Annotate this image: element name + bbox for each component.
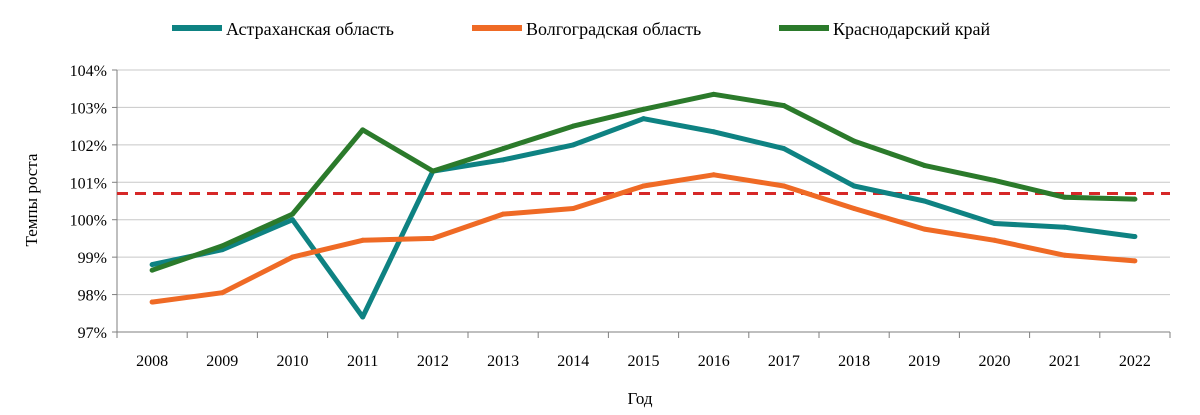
y-tick-label: 104% — [70, 63, 107, 80]
series-lines — [149, 91, 1138, 320]
data-point — [290, 217, 295, 223]
data-point — [641, 183, 646, 189]
legend-label: Волгоградская область — [526, 19, 701, 39]
data-point — [921, 226, 927, 232]
x-tick-label: 2010 — [277, 353, 309, 370]
data-point — [500, 211, 506, 217]
x-tick-label: 2015 — [628, 353, 660, 370]
y-tick-labels: 97% 98% 99% 100% 101% 102% 103% 104% — [70, 63, 107, 342]
y-tick-label: 100% — [70, 213, 107, 230]
data-point — [1062, 224, 1068, 230]
x-tick-label: 2019 — [908, 353, 940, 370]
data-point — [851, 205, 857, 211]
data-point — [219, 243, 225, 249]
data-point — [570, 123, 576, 129]
x-tick-label: 2021 — [1049, 353, 1081, 370]
data-point — [1132, 196, 1138, 202]
data-point — [781, 146, 787, 152]
x-tick-label: 2011 — [347, 353, 378, 370]
data-point — [641, 106, 646, 112]
data-point — [1062, 194, 1068, 200]
y-tick-label: 103% — [70, 100, 107, 117]
x-tick-labels: 2008 2009 2010 2011 2012 2013 2014 2015 2016 2017… — [136, 353, 1151, 370]
data-point — [219, 290, 225, 296]
x-tick-label: 2009 — [206, 353, 238, 370]
x-tick-label: 2008 — [136, 353, 168, 370]
y-tick-label: 98% — [78, 288, 107, 305]
data-point — [500, 157, 506, 163]
data-point — [360, 314, 366, 320]
x-tick-label: 2016 — [698, 353, 730, 370]
x-tick-label: 2014 — [557, 353, 589, 370]
x-tick-label: 2013 — [487, 353, 519, 370]
x-axis-title: Год — [628, 389, 653, 408]
y-tick-label: 99% — [78, 250, 107, 267]
data-point — [711, 91, 717, 97]
data-point — [781, 103, 787, 109]
data-point — [992, 237, 997, 243]
data-point — [430, 168, 436, 174]
data-point — [149, 267, 155, 273]
legend: Астраханская область Волгоградская област… — [172, 19, 990, 39]
data-point — [851, 183, 857, 189]
data-point — [290, 254, 295, 260]
axes — [112, 69, 1171, 338]
series-line-1 — [151, 116, 1136, 320]
data-point — [149, 262, 155, 268]
data-point — [711, 129, 717, 135]
data-point — [992, 220, 997, 226]
legend-label: Астраханская область — [226, 19, 394, 39]
x-tick-label: 2017 — [768, 353, 800, 370]
data-point — [149, 299, 155, 305]
x-tick-label: 2022 — [1119, 353, 1151, 370]
data-point — [992, 177, 997, 183]
legend-label: Краснодарский край — [833, 19, 990, 39]
data-point — [360, 237, 366, 243]
x-tick-label: 2012 — [417, 353, 449, 370]
data-point — [570, 205, 576, 211]
data-point — [500, 146, 506, 152]
data-point — [781, 183, 787, 189]
data-point — [570, 142, 576, 148]
y-tick-label: 102% — [70, 138, 107, 155]
data-point — [430, 235, 436, 241]
y-tick-label: 97% — [78, 325, 107, 342]
data-point — [1132, 258, 1138, 264]
data-point — [290, 211, 295, 217]
x-tick-label: 2018 — [838, 353, 870, 370]
data-point — [1132, 234, 1138, 240]
data-point — [851, 138, 857, 144]
data-point — [1062, 252, 1068, 258]
y-tick-label: 101% — [70, 175, 107, 192]
data-point — [711, 172, 717, 178]
data-point — [921, 162, 927, 168]
data-point — [641, 116, 646, 122]
x-tick-label: 2020 — [979, 353, 1011, 370]
y-axis-title: Темпы роста — [22, 153, 41, 246]
data-point — [921, 198, 927, 204]
data-point — [360, 127, 366, 133]
